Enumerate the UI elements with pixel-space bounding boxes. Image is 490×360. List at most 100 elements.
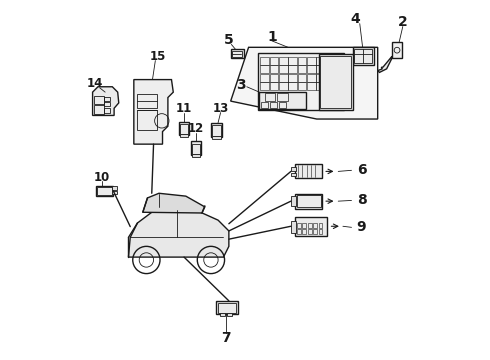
Bar: [180, 124, 188, 134]
Bar: [291, 167, 296, 171]
Bar: [298, 57, 306, 64]
Bar: [218, 303, 236, 314]
Text: 8: 8: [357, 193, 367, 207]
Polygon shape: [231, 47, 378, 119]
Bar: [308, 223, 312, 228]
Bar: [291, 173, 296, 176]
Bar: [318, 229, 322, 234]
Text: 12: 12: [187, 122, 204, 135]
Bar: [270, 82, 278, 90]
Text: 1: 1: [267, 30, 277, 44]
Bar: [307, 57, 316, 64]
Bar: [291, 221, 296, 233]
Bar: [289, 65, 297, 73]
Bar: [94, 105, 104, 114]
Polygon shape: [134, 80, 173, 144]
Bar: [94, 96, 104, 104]
Bar: [270, 57, 278, 64]
Bar: [295, 194, 322, 209]
Text: 3: 3: [237, 78, 246, 92]
Bar: [317, 57, 325, 64]
Bar: [260, 57, 269, 64]
Bar: [261, 102, 269, 108]
Bar: [260, 74, 269, 82]
Bar: [96, 186, 113, 196]
Bar: [270, 74, 278, 82]
Bar: [192, 144, 200, 154]
Bar: [220, 314, 225, 316]
Polygon shape: [93, 87, 119, 116]
Bar: [317, 82, 325, 90]
Bar: [227, 314, 232, 316]
Bar: [137, 110, 157, 130]
Polygon shape: [128, 207, 229, 257]
Bar: [137, 94, 157, 108]
Bar: [279, 57, 288, 64]
Bar: [180, 134, 188, 137]
Bar: [296, 195, 320, 207]
Bar: [192, 154, 200, 157]
Bar: [104, 97, 110, 101]
Bar: [258, 53, 343, 110]
Bar: [307, 74, 316, 82]
Bar: [212, 136, 220, 139]
Text: 4: 4: [350, 12, 360, 26]
Bar: [317, 65, 325, 73]
Text: 2: 2: [398, 15, 408, 29]
Bar: [212, 125, 220, 136]
Bar: [289, 74, 297, 82]
Bar: [308, 229, 312, 234]
Bar: [353, 47, 374, 65]
Text: 10: 10: [94, 171, 110, 184]
Bar: [295, 164, 322, 178]
Text: 5: 5: [224, 33, 234, 47]
Bar: [289, 57, 297, 64]
Bar: [318, 223, 322, 228]
Bar: [279, 65, 288, 73]
Text: 15: 15: [150, 50, 167, 63]
Text: 6: 6: [357, 163, 367, 177]
Bar: [179, 122, 189, 135]
Bar: [302, 223, 306, 228]
Bar: [270, 65, 278, 73]
Bar: [279, 82, 288, 90]
Bar: [232, 50, 243, 57]
Bar: [298, 82, 306, 90]
Bar: [291, 196, 296, 206]
Bar: [260, 82, 269, 90]
Bar: [313, 229, 317, 234]
Polygon shape: [378, 56, 392, 72]
Bar: [279, 74, 288, 82]
Bar: [302, 229, 306, 234]
Text: 13: 13: [213, 102, 229, 115]
Polygon shape: [143, 193, 205, 213]
Bar: [289, 82, 297, 90]
Text: 14: 14: [87, 77, 103, 90]
Bar: [191, 141, 201, 155]
Bar: [260, 65, 269, 73]
Bar: [298, 65, 306, 73]
Bar: [231, 49, 245, 58]
Bar: [97, 187, 112, 195]
Text: 9: 9: [357, 220, 367, 234]
Bar: [279, 102, 286, 108]
Bar: [318, 54, 353, 110]
Bar: [317, 74, 325, 82]
Bar: [259, 92, 306, 109]
Bar: [265, 93, 275, 101]
Bar: [112, 186, 117, 190]
Bar: [277, 93, 288, 101]
Bar: [295, 217, 327, 235]
Text: 7: 7: [221, 331, 230, 345]
Bar: [320, 56, 351, 108]
Bar: [216, 301, 238, 315]
Bar: [297, 223, 301, 228]
Bar: [297, 229, 301, 234]
Bar: [298, 74, 306, 82]
Bar: [307, 65, 316, 73]
Bar: [211, 123, 221, 137]
Bar: [104, 108, 110, 113]
Bar: [104, 102, 110, 107]
Bar: [112, 191, 117, 194]
Bar: [392, 42, 402, 58]
